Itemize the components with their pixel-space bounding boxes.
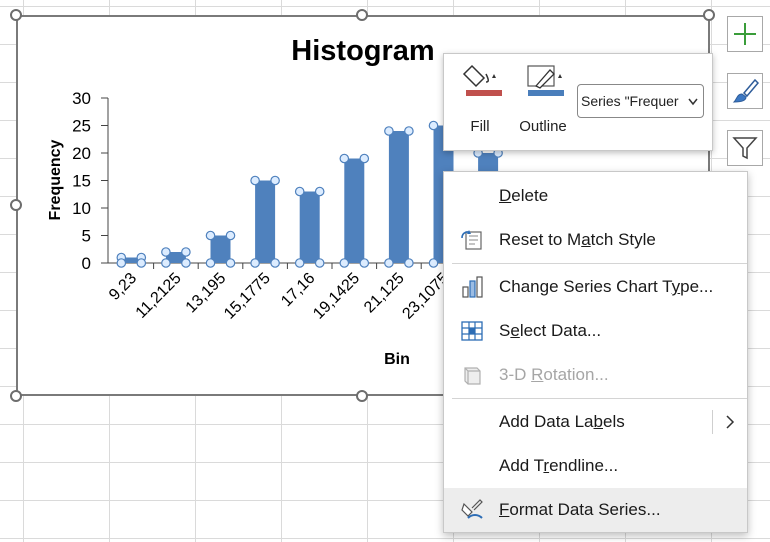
fill-color-swatch bbox=[466, 90, 502, 96]
chart-title[interactable]: Histogram bbox=[291, 35, 435, 67]
y-tick-label: 5 bbox=[82, 227, 91, 246]
histogram-bar bbox=[210, 235, 231, 263]
selection-point bbox=[205, 230, 216, 241]
selection-point bbox=[404, 258, 414, 268]
selection-point bbox=[428, 258, 439, 268]
x-tick-label: 9,23 bbox=[106, 270, 140, 304]
selection-point bbox=[270, 258, 280, 268]
y-tick-label: 30 bbox=[72, 89, 91, 108]
funnel-icon bbox=[732, 137, 758, 160]
selection-point bbox=[270, 175, 280, 186]
fill-button[interactable]: Fill bbox=[452, 60, 508, 135]
histogram-bar bbox=[344, 158, 365, 263]
selection-point bbox=[136, 258, 147, 268]
selection-point bbox=[205, 258, 216, 268]
selection-point bbox=[314, 186, 325, 197]
selection-point bbox=[181, 247, 191, 257]
chevron-down-icon bbox=[688, 98, 698, 106]
x-tick-label: 17,16 bbox=[278, 270, 318, 310]
resize-handle-middle-left[interactable] bbox=[10, 199, 22, 211]
x-tick-label: 15,1775 bbox=[221, 270, 274, 323]
x-tick-label: 19,1425 bbox=[310, 270, 363, 323]
menu-item-add-trendline[interactable]: Add Trendline... bbox=[499, 456, 619, 475]
fill-label: Fill bbox=[470, 118, 490, 135]
plus-icon bbox=[734, 23, 756, 45]
resize-handle-top-left[interactable] bbox=[10, 9, 22, 21]
selection-point bbox=[339, 258, 350, 268]
series-select-value: Series "Frequer bbox=[581, 93, 679, 109]
selection-point bbox=[225, 258, 236, 268]
menu-item-3d-rotation: 3-D Rotation... bbox=[444, 353, 747, 397]
selection-point bbox=[428, 120, 439, 131]
histogram-bar bbox=[255, 180, 276, 263]
menu-item-format-data-series[interactable]: Format Data Series... bbox=[444, 488, 747, 532]
selection-point bbox=[250, 175, 260, 186]
context-menu: Delete Reset to Match Style Change Serie… bbox=[443, 171, 748, 533]
mini-toolbar: Fill Outline Series "Frequer bbox=[443, 53, 713, 151]
menu-item-select-data[interactable]: Select Data... bbox=[444, 309, 747, 353]
selection-point bbox=[359, 258, 370, 268]
paintbrush-icon bbox=[732, 78, 759, 103]
change-chart-type-icon bbox=[462, 276, 483, 298]
resize-handle-top-right[interactable] bbox=[703, 9, 715, 21]
histogram-bar bbox=[299, 191, 320, 263]
selection-point bbox=[294, 258, 305, 268]
selection-point bbox=[384, 258, 394, 268]
resize-handle-bottom-left[interactable] bbox=[10, 390, 22, 402]
select-data-icon bbox=[461, 321, 483, 341]
y-tick-label: 10 bbox=[72, 199, 91, 218]
histogram-bar bbox=[121, 257, 142, 263]
reset-style-icon bbox=[461, 230, 482, 250]
selection-point bbox=[116, 258, 127, 268]
series-select[interactable]: Series "Frequer bbox=[577, 84, 704, 118]
outline-button[interactable]: Outline bbox=[514, 60, 572, 135]
x-axis-title: Bin bbox=[384, 351, 410, 368]
histogram-bar bbox=[165, 252, 186, 263]
selection-point bbox=[359, 153, 370, 164]
format-series-icon bbox=[461, 499, 483, 519]
chart-elements-button[interactable] bbox=[727, 16, 763, 52]
resize-handle-bottom-middle[interactable] bbox=[356, 390, 368, 402]
y-tick-label: 0 bbox=[82, 254, 91, 273]
chart-styles-button[interactable] bbox=[727, 73, 763, 109]
menu-item-delete[interactable]: Delete bbox=[499, 186, 549, 205]
selection-point bbox=[225, 230, 236, 241]
paint-bucket-icon bbox=[462, 64, 502, 96]
selection-point bbox=[161, 247, 171, 257]
y-axis-title: Frequency bbox=[47, 139, 64, 220]
selection-point bbox=[250, 258, 260, 268]
selection-point bbox=[181, 258, 191, 268]
outline-label: Outline bbox=[519, 118, 567, 135]
selection-point bbox=[339, 153, 350, 164]
y-tick-label: 15 bbox=[72, 172, 91, 191]
histogram-bar bbox=[388, 131, 409, 263]
3d-rotation-icon bbox=[464, 367, 481, 385]
menu-item-reset-style[interactable]: Reset to Match Style bbox=[444, 218, 747, 262]
chevron-right-icon bbox=[726, 415, 735, 429]
selection-point bbox=[294, 186, 305, 197]
outline-color-swatch bbox=[528, 90, 564, 96]
selection-point bbox=[384, 126, 394, 136]
x-tick-label: 11,2125 bbox=[133, 270, 185, 322]
selection-point bbox=[404, 126, 414, 136]
resize-handle-top-middle[interactable] bbox=[356, 9, 368, 21]
y-tick-label: 25 bbox=[72, 117, 91, 136]
menu-item-add-data-labels[interactable]: Add Data Labels bbox=[444, 400, 747, 444]
selection-point bbox=[314, 258, 325, 268]
selection-point bbox=[161, 258, 171, 268]
chart-filters-button[interactable] bbox=[727, 130, 763, 166]
y-tick-label: 20 bbox=[72, 144, 91, 163]
menu-item-change-chart-type[interactable]: Change Series Chart Type... bbox=[444, 265, 747, 309]
pen-outline-icon bbox=[527, 65, 564, 96]
